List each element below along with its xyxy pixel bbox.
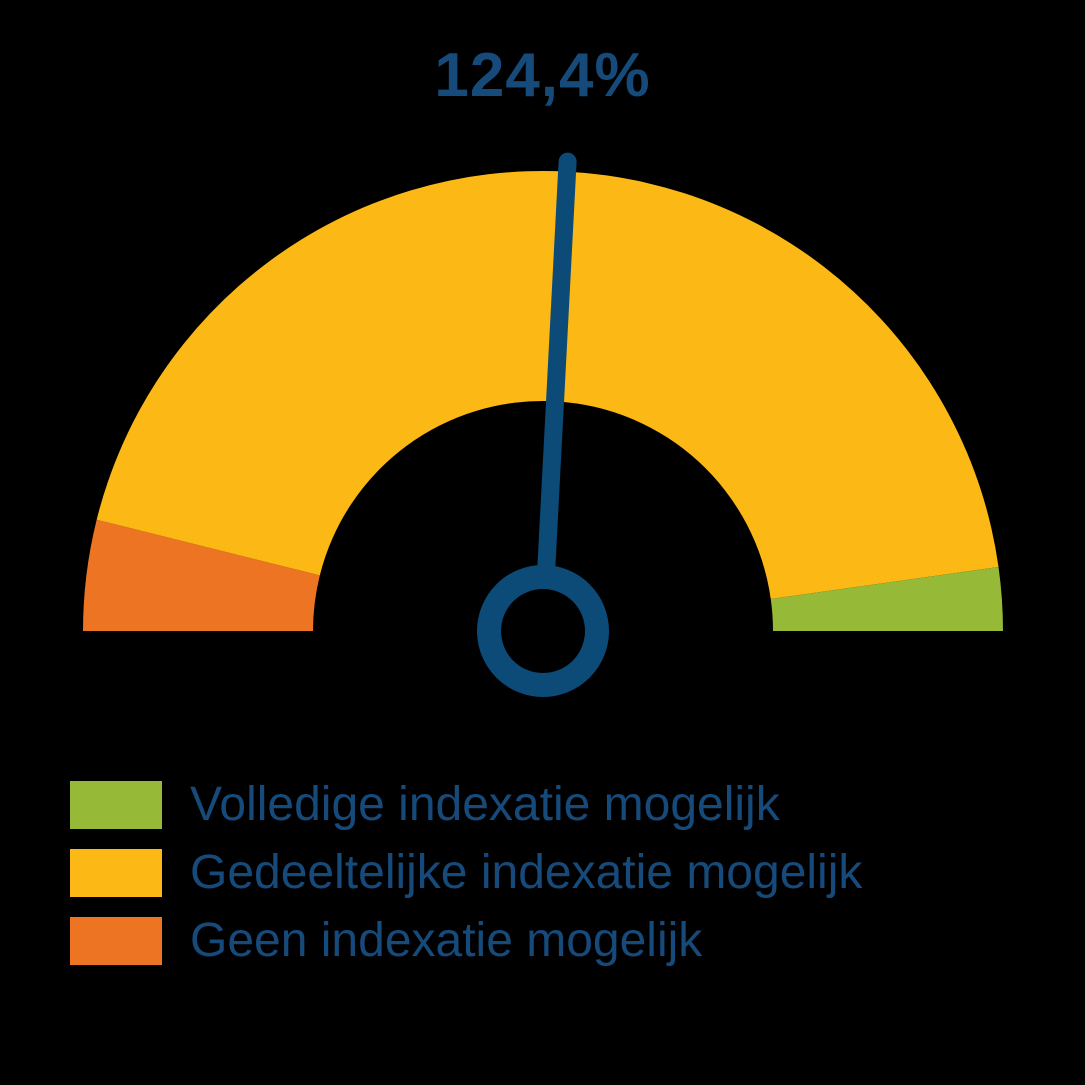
legend-row: Gedeeltelijke indexatie mogelijk: [70, 843, 862, 903]
legend-label: Geen indexatie mogelijk: [190, 911, 702, 971]
legend-row: Volledige indexatie mogelijk: [70, 775, 862, 835]
legend-label: Gedeeltelijke indexatie mogelijk: [190, 843, 862, 903]
legend-swatch: [70, 781, 162, 829]
chart-container: 124,4% Volledige indexatie mogelijk Gede…: [0, 0, 1085, 1085]
gauge-wrap: 124,4%: [0, 40, 1085, 731]
legend-row: Geen indexatie mogelijk: [70, 911, 862, 971]
legend: Volledige indexatie mogelijk Gedeeltelij…: [70, 775, 862, 979]
legend-swatch: [70, 849, 162, 897]
gauge-hub: [489, 577, 597, 685]
legend-swatch: [70, 917, 162, 965]
legend-label: Volledige indexatie mogelijk: [190, 775, 780, 835]
gauge-value-label: 124,4%: [0, 40, 1085, 111]
gauge-chart: [43, 111, 1043, 731]
